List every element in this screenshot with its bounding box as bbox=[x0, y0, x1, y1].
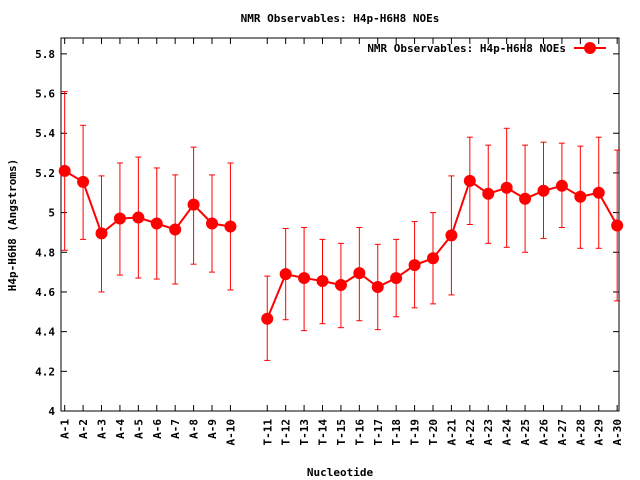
data-point bbox=[150, 217, 163, 230]
series-line bbox=[266, 179, 619, 320]
x-tick-label: A-25 bbox=[519, 419, 532, 446]
x-tick-label: A-29 bbox=[593, 419, 606, 446]
data-point bbox=[592, 186, 605, 199]
x-tick-label: A-27 bbox=[556, 419, 569, 446]
data-point bbox=[555, 179, 568, 192]
x-tick-label: A-30 bbox=[611, 419, 624, 446]
x-tick-label: A-1 bbox=[59, 419, 72, 439]
x-tick-label: A-7 bbox=[169, 419, 182, 439]
data-point bbox=[261, 312, 274, 325]
data-point bbox=[224, 220, 237, 233]
data-point bbox=[206, 217, 219, 230]
x-tick-label: A-4 bbox=[114, 419, 127, 439]
data-point bbox=[427, 252, 439, 265]
data-point bbox=[482, 187, 495, 200]
y-tick-label: 4.2 bbox=[35, 365, 55, 378]
data-point bbox=[113, 212, 126, 225]
data-point bbox=[353, 267, 366, 280]
data-point bbox=[316, 275, 329, 288]
y-tick-label: 5.6 bbox=[35, 88, 55, 101]
data-point bbox=[574, 190, 587, 203]
x-tick-label: T-15 bbox=[335, 419, 348, 446]
data-point bbox=[334, 279, 347, 292]
y-tick-label: 5 bbox=[48, 207, 55, 220]
data-point bbox=[169, 223, 182, 236]
data-point bbox=[463, 174, 476, 187]
data-point bbox=[445, 229, 458, 242]
y-tick-label: 4.8 bbox=[35, 246, 55, 259]
x-tick-label: T-11 bbox=[261, 419, 274, 446]
data-point bbox=[132, 211, 145, 224]
x-tick-label: A-5 bbox=[132, 419, 145, 439]
x-tick-label: A-8 bbox=[188, 419, 201, 439]
x-tick-label: T-18 bbox=[390, 419, 403, 446]
series-line bbox=[64, 170, 231, 236]
data-point bbox=[500, 181, 513, 194]
y-tick-label: 4.4 bbox=[35, 326, 55, 339]
y-tick-label: 4.6 bbox=[35, 286, 55, 299]
data-point bbox=[187, 198, 200, 211]
x-tick-label: A-23 bbox=[482, 419, 495, 446]
x-tick-label: A-9 bbox=[206, 419, 219, 439]
x-tick-label: T-16 bbox=[353, 419, 366, 446]
data-point bbox=[408, 259, 421, 272]
y-tick-label: 5.2 bbox=[35, 167, 55, 180]
data-point bbox=[58, 164, 71, 177]
x-tick-label: T-14 bbox=[317, 419, 330, 446]
chart-title: NMR Observables: H4p-H6H8 NOEs bbox=[241, 12, 440, 25]
x-tick-label: T-19 bbox=[409, 419, 422, 446]
data-point bbox=[371, 280, 384, 293]
x-tick-label: A-22 bbox=[464, 419, 477, 446]
legend: NMR Observables: H4p-H6H8 NOEs bbox=[367, 42, 606, 55]
x-tick-label: A-3 bbox=[96, 419, 109, 439]
y-axis-label: H4p-H6H8 (Angstroms) bbox=[6, 159, 19, 291]
x-tick-label: T-13 bbox=[298, 419, 311, 446]
data-point bbox=[519, 192, 532, 205]
data-point bbox=[95, 227, 108, 240]
x-axis-label: Nucleotide bbox=[307, 466, 374, 479]
x-tick-label: T-12 bbox=[280, 419, 293, 446]
data-point bbox=[390, 272, 403, 285]
x-tick-label: A-21 bbox=[445, 419, 458, 446]
data-point bbox=[298, 272, 311, 285]
y-tick-label: 5.4 bbox=[35, 127, 55, 140]
x-tick-label: A-26 bbox=[537, 419, 550, 446]
x-tick-label: A-10 bbox=[224, 419, 237, 446]
plot-frame bbox=[60, 37, 620, 412]
error-bars bbox=[61, 91, 621, 361]
data-point bbox=[279, 268, 292, 281]
y-tick-label: 4 bbox=[48, 405, 55, 418]
legend-marker bbox=[584, 42, 596, 54]
x-tick-label: T-20 bbox=[427, 419, 440, 446]
y-tick-label: 5.8 bbox=[35, 48, 55, 61]
data-points bbox=[58, 164, 624, 325]
data-point bbox=[611, 219, 624, 232]
data-point bbox=[77, 175, 90, 188]
y-axis: 4 4.2 4.4 4.6 4.8 5 5.2 5.4 5.6 5.8 bbox=[35, 48, 619, 418]
legend-label: NMR Observables: H4p-H6H8 NOEs bbox=[367, 42, 566, 55]
data-point bbox=[537, 184, 550, 197]
x-axis: A-1 A-2 A-3 A-4 A-5 A-6 A-7 A-8 A-9 A-10 T-11 T-12 T… bbox=[59, 38, 624, 446]
x-tick-label: A-6 bbox=[151, 419, 164, 439]
x-tick-label: A-24 bbox=[501, 419, 514, 446]
x-tick-label: T-17 bbox=[372, 419, 385, 446]
x-tick-label: A-28 bbox=[574, 419, 587, 446]
x-tick-label: A-2 bbox=[77, 419, 90, 439]
